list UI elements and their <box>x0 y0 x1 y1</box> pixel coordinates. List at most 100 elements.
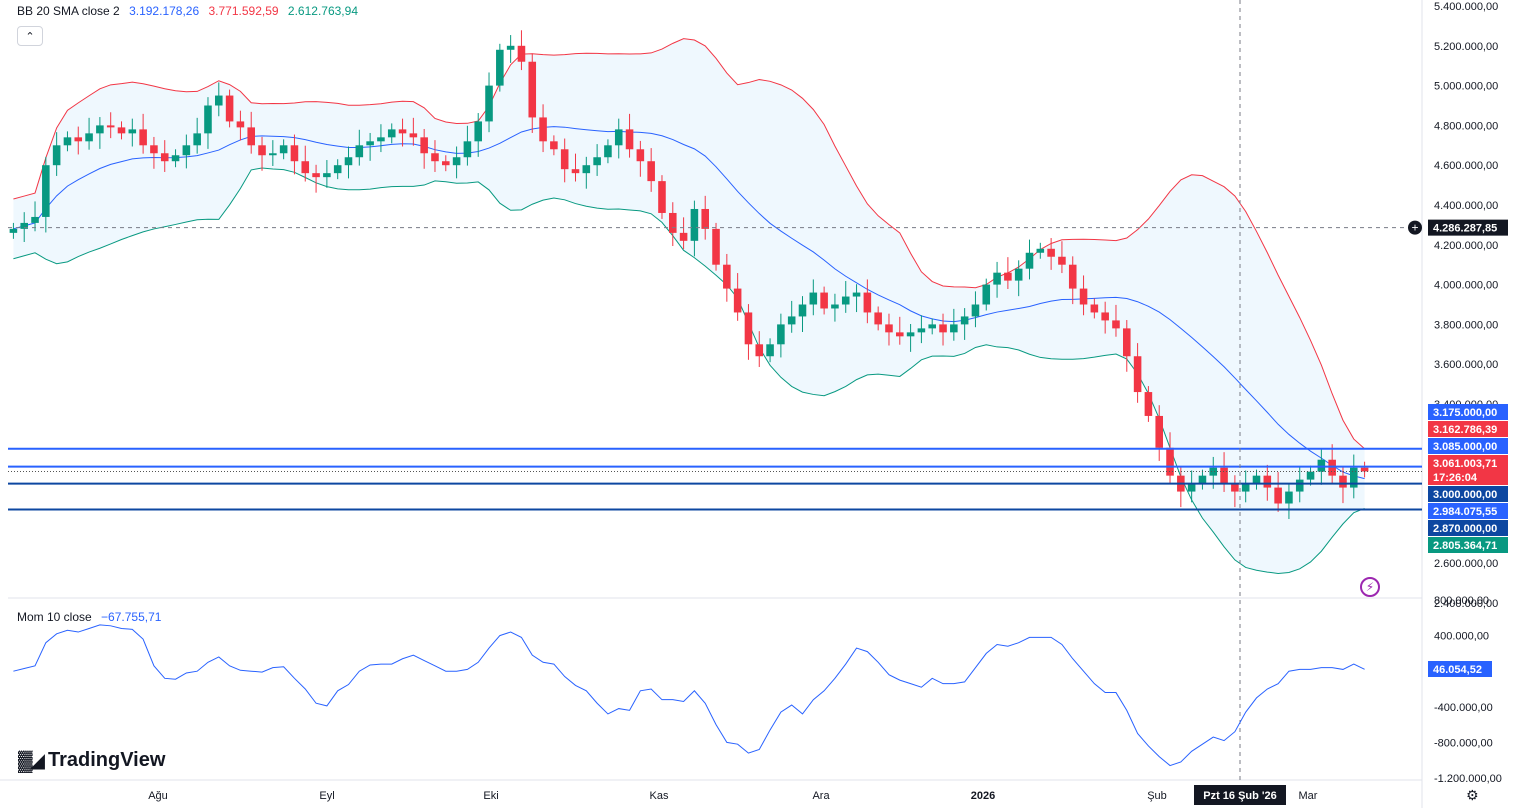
candle[interactable] <box>1025 239 1034 280</box>
candle[interactable] <box>841 281 850 313</box>
candle[interactable] <box>63 131 72 152</box>
candle[interactable] <box>1047 238 1055 270</box>
candle[interactable] <box>1068 256 1077 305</box>
candle[interactable] <box>160 140 169 172</box>
candle[interactable] <box>636 140 645 177</box>
candle[interactable] <box>701 195 709 240</box>
candle[interactable] <box>312 164 320 193</box>
candle[interactable] <box>679 217 688 250</box>
candle[interactable] <box>52 132 61 176</box>
candle[interactable] <box>1231 475 1239 508</box>
price-tag[interactable]: 3.085.000,00 <box>1428 438 1508 454</box>
candle[interactable] <box>1155 405 1163 461</box>
candle[interactable] <box>96 117 104 149</box>
candle[interactable] <box>31 201 39 232</box>
candle[interactable] <box>139 113 147 154</box>
lightning-icon[interactable]: ⚡ <box>1360 577 1380 597</box>
candle[interactable] <box>604 139 612 164</box>
candle[interactable] <box>1112 304 1120 337</box>
candle[interactable] <box>560 138 569 183</box>
price-axis[interactable]: 5.400.000,00 5.200.000,00 5.000.000,00 4.80… <box>1428 1 1508 610</box>
candle[interactable] <box>258 136 266 171</box>
mom-value-tag[interactable]: 46.054,52 <box>1428 661 1492 677</box>
candle[interactable] <box>647 148 655 192</box>
candle[interactable] <box>463 125 472 166</box>
candle[interactable] <box>777 313 785 358</box>
candle[interactable] <box>658 175 666 219</box>
candle[interactable] <box>960 308 969 340</box>
candle[interactable] <box>301 145 310 182</box>
candle[interactable] <box>917 315 926 344</box>
candle[interactable] <box>1350 454 1358 499</box>
candle[interactable] <box>496 43 504 92</box>
price-tag[interactable]: 2.805.364,71 <box>1428 537 1508 553</box>
candle[interactable] <box>690 200 699 257</box>
candle[interactable] <box>755 331 764 367</box>
candle[interactable] <box>787 300 796 333</box>
candle[interactable] <box>744 304 753 360</box>
candle[interactable] <box>355 129 364 166</box>
candle[interactable] <box>225 89 234 128</box>
candle[interactable] <box>669 202 677 246</box>
price-tag[interactable]: 3.162.786,39 <box>1428 421 1508 437</box>
candle[interactable] <box>1090 298 1099 319</box>
candle[interactable] <box>9 222 18 239</box>
candle[interactable] <box>1014 260 1023 297</box>
price-tag[interactable]: 3.061.003,71 <box>1428 455 1508 471</box>
candle[interactable] <box>896 316 904 345</box>
candle[interactable] <box>939 313 947 346</box>
candle[interactable] <box>625 113 634 158</box>
candle[interactable] <box>712 222 720 271</box>
candle[interactable] <box>798 296 807 332</box>
candle[interactable] <box>366 132 374 161</box>
candle[interactable] <box>442 155 450 172</box>
horizontal-levels[interactable] <box>8 447 1422 511</box>
candle[interactable] <box>1285 483 1293 520</box>
candle[interactable] <box>269 140 277 166</box>
candle[interactable] <box>106 112 115 139</box>
candle[interactable] <box>1339 467 1347 504</box>
candle[interactable] <box>1252 469 1261 490</box>
candle[interactable] <box>1241 470 1250 503</box>
candle[interactable] <box>20 212 28 243</box>
candle[interactable] <box>614 118 623 159</box>
time-axis[interactable]: Ağu Eyl Eki Kas Ara 2026 Şub Mar Pzt 16 Şub '26 <box>148 785 1318 805</box>
price-tag[interactable]: 3.175.000,00 <box>1428 404 1508 420</box>
candle[interactable] <box>182 134 191 169</box>
candle[interactable] <box>247 111 255 154</box>
candle[interactable] <box>452 146 461 179</box>
candle[interactable] <box>809 279 818 316</box>
price-tag[interactable]: 2.870.000,00 <box>1428 520 1508 536</box>
candle[interactable] <box>431 140 439 172</box>
candle[interactable] <box>204 97 212 149</box>
candle[interactable] <box>409 117 418 146</box>
candle[interactable] <box>1144 386 1153 422</box>
collapse-legend-button[interactable]: ⌃ <box>17 26 43 46</box>
bb-legend[interactable]: BB 20 SMA close 2 3.192.178,26 3.771.592… <box>17 4 364 18</box>
candle[interactable] <box>85 117 93 150</box>
candle[interactable] <box>333 159 342 180</box>
candle[interactable] <box>344 146 353 179</box>
candle[interactable] <box>852 284 861 313</box>
candle[interactable] <box>387 123 396 144</box>
candle[interactable] <box>539 104 547 153</box>
candle[interactable] <box>74 126 83 155</box>
candle[interactable] <box>1036 242 1045 259</box>
candle[interactable] <box>582 156 591 189</box>
candle[interactable] <box>1220 452 1228 492</box>
candle[interactable] <box>1306 465 1315 486</box>
candle[interactable] <box>1004 257 1012 289</box>
candle[interactable] <box>885 313 893 346</box>
candle[interactable] <box>323 160 331 188</box>
candle[interactable] <box>723 253 731 302</box>
candle[interactable] <box>1360 461 1369 478</box>
candle[interactable] <box>193 117 201 154</box>
mom-legend[interactable]: Mom 10 close −67.755,71 <box>17 610 167 624</box>
momentum-series[interactable] <box>13 624 1365 767</box>
candle[interactable] <box>528 53 537 133</box>
candle[interactable] <box>733 273 742 321</box>
candle[interactable] <box>1187 470 1196 503</box>
momentum-axis[interactable]: 800.000,00 400.000,00 -400.000,00 -800.000,… <box>1428 595 1502 785</box>
candle[interactable] <box>950 308 958 341</box>
